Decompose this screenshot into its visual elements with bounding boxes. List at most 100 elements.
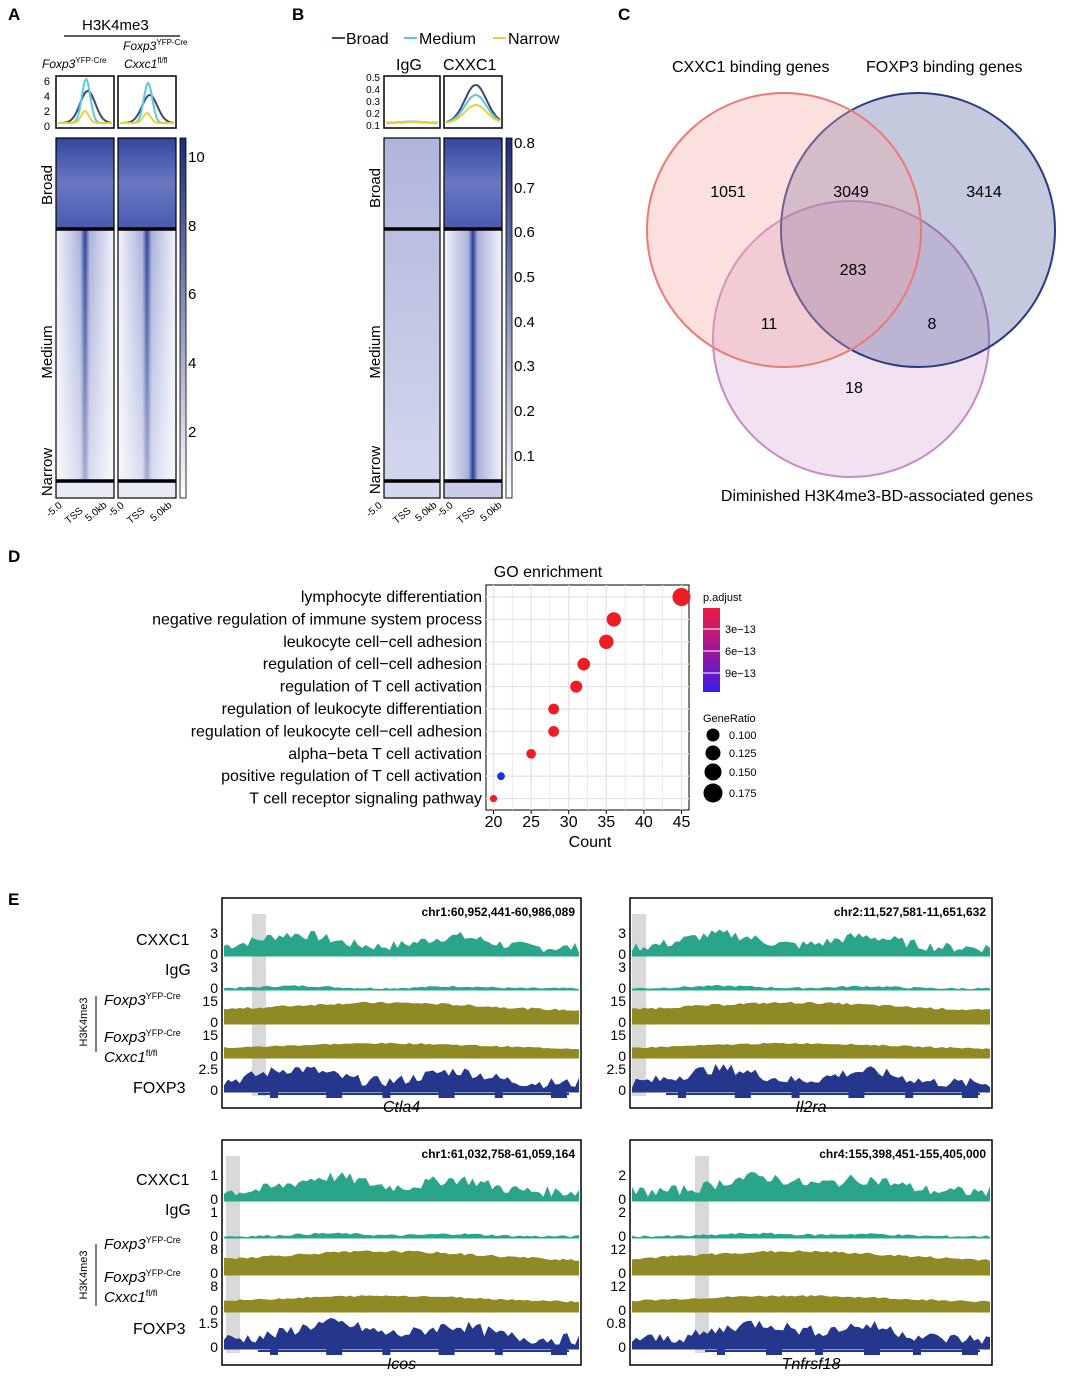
- panel-b-cbar-tick: 0.2: [514, 403, 535, 420]
- go-dot: [599, 634, 614, 649]
- track-coordinates: chr2:11,527,581-11,651,632: [834, 905, 986, 919]
- track-coordinates: chr1:60,952,441-60,986,089: [422, 905, 576, 919]
- go-xtick-label: 45: [673, 814, 691, 831]
- profile-narrow-line: [386, 121, 438, 124]
- go-legend-padj-tick: 6e−13: [725, 646, 756, 658]
- panel-b-cbar-tick: 0.4: [514, 314, 535, 331]
- gene-exon: [382, 1090, 391, 1098]
- go-xtick-label: 30: [560, 814, 578, 831]
- panel-b-cbar-tick: 0.6: [514, 224, 535, 241]
- track-scale-zero: 0: [210, 1048, 218, 1064]
- venn-count: 3049: [833, 184, 869, 201]
- panel-b-row-medium: Medium: [367, 325, 384, 378]
- cxxc1-signal: [224, 1172, 579, 1201]
- go-xlabel: Count: [569, 834, 612, 851]
- go-dot: [526, 749, 536, 759]
- panel-b-row-narrow: Narrow: [367, 446, 384, 495]
- gene-exon: [734, 1090, 751, 1098]
- track-scale-zero: 0: [210, 1228, 218, 1244]
- go-legend-ratio-tick: 0.125: [729, 748, 757, 760]
- track-scale-max: 3: [618, 925, 626, 941]
- panel-b-legend-narrow: Narrow: [508, 31, 560, 48]
- track-scale-max: 15: [202, 1027, 218, 1043]
- panel-a-colorbar: [179, 137, 187, 499]
- panel-a-cbar-tick: 2: [188, 424, 196, 441]
- go-legend-ratio-title: GeneRatio: [703, 713, 756, 725]
- gene-exon: [326, 1090, 343, 1098]
- track-label-h3k4me3: H3K4me3: [78, 998, 90, 1047]
- go-term-label: regulation of T cell activation: [280, 679, 482, 696]
- highlight-band: [632, 914, 646, 1096]
- panel-a-ytick: 4: [44, 91, 50, 103]
- panel-b-cbar-tick: 0.3: [514, 358, 535, 375]
- venn-circle-foxp3: [780, 92, 1056, 368]
- panel-b-col-cxxc1: CXXC1: [443, 57, 496, 74]
- track-scale-zero: 0: [618, 946, 626, 962]
- gene-exon: [270, 1347, 278, 1355]
- track-label-ko-1: Foxp3YFP-Cre: [104, 1028, 181, 1046]
- venn-count: 8: [928, 316, 937, 333]
- panel-a-cbar-tick: 10: [188, 149, 205, 166]
- foxp3-signal: [224, 1066, 579, 1092]
- panel-b-legend-medium: Medium: [419, 31, 476, 48]
- h3k4me3-wt-signal: [224, 1001, 579, 1024]
- track-coordinates: chr4:155,398,451-155,405,000: [819, 1147, 986, 1161]
- track-label-cxxc1: CXXC1: [136, 932, 189, 949]
- panel-b: Broad Medium Narrow IgG CXXC1 0.5 0.4 0.…: [332, 31, 560, 527]
- panel-a-row-medium: Medium: [39, 325, 56, 378]
- track-scale-max: 15: [610, 1027, 626, 1043]
- venn-circle-cxxc1: [646, 92, 922, 368]
- panel-e-tracks: CXXC1 IgG Foxp3YFP-Cre Foxp3YFP-Cre Cxxc…: [78, 897, 993, 1373]
- track-label-igg: IgG: [165, 962, 191, 979]
- panel-letter-b: B: [292, 5, 304, 24]
- go-xtick-label: 20: [485, 814, 503, 831]
- go-legend-padj-tick: 3e−13: [725, 624, 756, 636]
- panel-b-xtick: -5.0: [364, 500, 385, 520]
- gene-exon: [326, 1347, 343, 1355]
- panel-b-legend-broad: Broad: [346, 31, 389, 48]
- track-scale-zero: 0: [618, 1339, 626, 1355]
- panel-b-cbar-tick: 0.5: [514, 269, 535, 286]
- panel-a-cbar-tick: 8: [188, 218, 196, 235]
- panel-b-cbar-tick: 0.8: [514, 135, 535, 152]
- venn-label-cxxc1: CXXC1 binding genes: [672, 59, 829, 76]
- h3k4me3-wt-signal: [224, 1250, 579, 1275]
- gene-exon: [905, 1090, 914, 1098]
- foxp3-signal: [632, 1320, 990, 1349]
- gene-exon: [913, 1347, 921, 1355]
- gene-exon: [815, 1347, 823, 1355]
- gene-name: Il2ra: [795, 1099, 826, 1116]
- gene-exon: [438, 1347, 455, 1355]
- track-scale-zero: 0: [210, 946, 218, 962]
- panel-a-col2-bottom: Cxxc1fl/fl: [124, 56, 168, 71]
- gene-exon: [678, 1090, 686, 1098]
- panel-b-colorbar: [505, 137, 513, 499]
- track-label-ko-2: Cxxc1fl/fl: [104, 1288, 157, 1306]
- venn-count: 18: [845, 380, 863, 397]
- panel-a-ytick: 2: [44, 106, 50, 118]
- panel-a-ytick: 6: [44, 76, 50, 88]
- track-scale-zero: 0: [618, 1265, 626, 1281]
- gene-exon: [551, 1347, 567, 1355]
- track-scale-max: 1.5: [199, 1315, 219, 1331]
- gene-exon: [791, 1090, 800, 1098]
- igg-signal: [224, 985, 579, 990]
- go-term-label: regulation of cell−cell adhesion: [263, 656, 482, 673]
- track-label-igg: IgG: [165, 1202, 191, 1219]
- go-xtick-label: 25: [522, 814, 540, 831]
- go-legend-ratio-dot: [705, 745, 721, 761]
- track-panel-ctla4: chr1:60,952,441-60,986,08930301501502.50…: [199, 897, 582, 1116]
- foxp3-signal: [632, 1064, 990, 1092]
- track-scale-max: 8: [210, 1278, 218, 1294]
- gene-exon: [766, 1347, 782, 1355]
- go-legend-ratio-dot: [703, 783, 723, 803]
- panel-a-xtick: TSS: [63, 505, 85, 526]
- track-scale-zero: 0: [618, 1191, 626, 1207]
- go-term-label: alpha−beta T cell activation: [288, 746, 482, 763]
- track-scale-max: 1: [210, 1167, 218, 1183]
- foxp3-signal: [224, 1318, 579, 1349]
- go-dot: [497, 772, 505, 781]
- panel-b-heatmap-cxxc1: [443, 137, 503, 499]
- track-label-ko-2: Cxxc1fl/fl: [104, 1048, 157, 1066]
